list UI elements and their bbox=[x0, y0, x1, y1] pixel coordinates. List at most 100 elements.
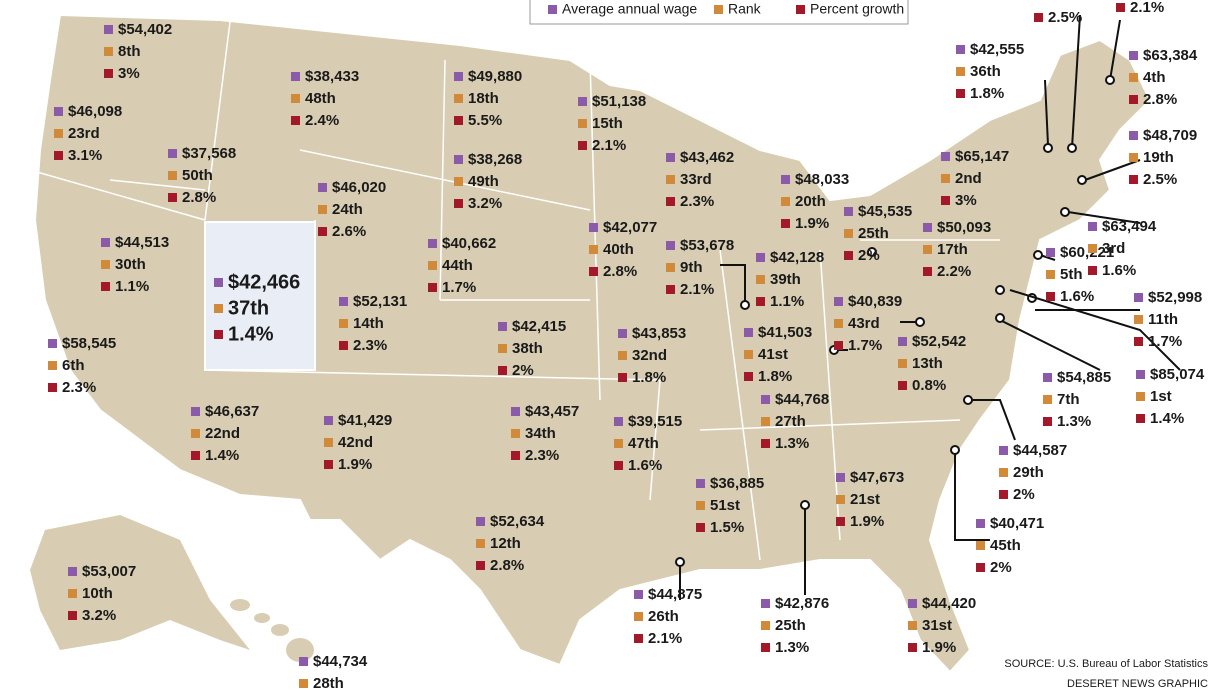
wage-text: $44,875 bbox=[648, 586, 702, 603]
growth-text: 1.8% bbox=[758, 368, 792, 385]
rank-text: 5th bbox=[1060, 266, 1083, 283]
growth-text: 2.8% bbox=[603, 263, 637, 280]
growth-marker bbox=[1136, 414, 1145, 423]
wage-text: $40,839 bbox=[848, 293, 902, 310]
growth-text: 2.6% bbox=[332, 223, 366, 240]
growth-text: 1.8% bbox=[632, 369, 666, 386]
rank-marker bbox=[168, 171, 177, 180]
rank-marker bbox=[339, 319, 348, 328]
wage-marker bbox=[696, 479, 705, 488]
growth-text: 1.6% bbox=[1102, 262, 1136, 279]
wage-text: $46,637 bbox=[205, 403, 259, 420]
growth-marker bbox=[999, 490, 1008, 499]
state-label: $60,221 5th 1.6% bbox=[1046, 244, 1114, 305]
growth-marker bbox=[589, 267, 598, 276]
rank-text: 25th bbox=[775, 617, 806, 634]
growth-text: 2.8% bbox=[490, 557, 524, 574]
growth-text: 1.9% bbox=[795, 215, 829, 232]
wage-marker bbox=[1088, 222, 1097, 231]
wage-text: $40,471 bbox=[990, 515, 1044, 532]
growth-marker bbox=[956, 89, 965, 98]
wage-marker bbox=[908, 599, 917, 608]
growth-text: 1.3% bbox=[775, 639, 809, 656]
wage-text: $43,457 bbox=[525, 403, 579, 420]
state-label: $46,637 22nd 1.4% bbox=[191, 403, 259, 464]
growth-text: 1.5% bbox=[710, 519, 744, 536]
wage-marker bbox=[589, 223, 598, 232]
rank-marker bbox=[1129, 73, 1138, 82]
wage-text: $38,268 bbox=[468, 151, 522, 168]
state-label: $65,147 2nd 3% bbox=[941, 148, 1009, 209]
state-label: $39,515 47th 1.6% bbox=[614, 413, 682, 474]
state-label: $44,420 31st 1.9% bbox=[908, 595, 976, 656]
wage-text: $63,494 bbox=[1102, 218, 1157, 235]
growth-text: 1.7% bbox=[848, 337, 882, 354]
rank-marker bbox=[101, 260, 110, 269]
state-label: $43,853 32nd 1.8% bbox=[618, 325, 686, 386]
rank-text: 10th bbox=[82, 585, 113, 602]
wage-text: $44,734 bbox=[313, 653, 368, 670]
state-label: $45,535 25th 2% bbox=[844, 203, 912, 264]
rank-marker bbox=[836, 495, 845, 504]
wage-marker bbox=[104, 25, 113, 34]
growth-text: 2.1% bbox=[648, 630, 682, 647]
growth-marker bbox=[291, 116, 300, 125]
state-label: $36,885 51st 1.5% bbox=[696, 475, 764, 536]
wage-text: $85,074 bbox=[1150, 366, 1205, 383]
wage-marker bbox=[941, 152, 950, 161]
wage-marker bbox=[999, 446, 1008, 455]
growth-marker bbox=[476, 561, 485, 570]
wage-text: $51,138 bbox=[592, 93, 646, 110]
growth-marker bbox=[844, 251, 853, 260]
rank-text: 33rd bbox=[680, 171, 712, 188]
state-label: $42,876 25th 1.3% bbox=[761, 595, 829, 656]
growth-text: 2.1% bbox=[680, 281, 714, 298]
growth-marker bbox=[498, 366, 507, 375]
wage-marker bbox=[428, 239, 437, 248]
state-label: $40,839 43rd 1.7% bbox=[834, 293, 902, 354]
wage-marker bbox=[454, 72, 463, 81]
wage-marker bbox=[761, 395, 770, 404]
wage-text: $47,673 bbox=[850, 469, 904, 486]
state-label: $52,998 11th 1.7% bbox=[1134, 289, 1202, 350]
wage-text: $36,885 bbox=[710, 475, 764, 492]
rank-marker bbox=[756, 275, 765, 284]
rank-text: 36th bbox=[970, 63, 1001, 80]
rank-text: 49th bbox=[468, 173, 499, 190]
wage-marker bbox=[1136, 370, 1145, 379]
rank-text: 21st bbox=[850, 491, 880, 508]
state-label: $58,545 6th 2.3% bbox=[48, 335, 116, 396]
growth-marker bbox=[1116, 3, 1125, 12]
growth-text: 1.9% bbox=[338, 456, 372, 473]
growth-text: 3.1% bbox=[68, 147, 102, 164]
rank-marker bbox=[908, 621, 917, 630]
growth-marker bbox=[191, 451, 200, 460]
growth-text: 1.4% bbox=[228, 323, 274, 345]
state-label: 10th 2.5% bbox=[1034, 0, 1082, 26]
wage-marker bbox=[834, 297, 843, 306]
rank-marker bbox=[578, 119, 587, 128]
growth-text: 1.9% bbox=[850, 513, 884, 530]
wage-text: $40,662 bbox=[442, 235, 496, 252]
wage-text: $53,678 bbox=[680, 237, 734, 254]
legend-label: Percent growth bbox=[810, 1, 904, 17]
growth-marker bbox=[454, 199, 463, 208]
growth-marker bbox=[104, 69, 113, 78]
growth-marker bbox=[1134, 337, 1143, 346]
growth-text: 1.7% bbox=[442, 279, 476, 296]
state-label: $48,033 20th 1.9% bbox=[781, 171, 849, 232]
state-label: $51,138 15th 2.1% bbox=[578, 93, 646, 154]
wage-marker bbox=[68, 567, 77, 576]
rank-text: 22nd bbox=[205, 425, 240, 442]
growth-text: 2% bbox=[512, 362, 534, 379]
wage-marker bbox=[1046, 248, 1055, 257]
rank-text: 30th bbox=[115, 256, 146, 273]
wage-marker bbox=[339, 297, 348, 306]
growth-text: 1.3% bbox=[1057, 413, 1091, 430]
wage-text: $53,007 bbox=[82, 563, 136, 580]
rank-marker bbox=[299, 679, 308, 688]
growth-text: 2.5% bbox=[1143, 171, 1177, 188]
rank-text: 7th bbox=[1057, 391, 1080, 408]
rank-marker bbox=[1136, 392, 1145, 401]
wage-text: $38,433 bbox=[305, 68, 359, 85]
